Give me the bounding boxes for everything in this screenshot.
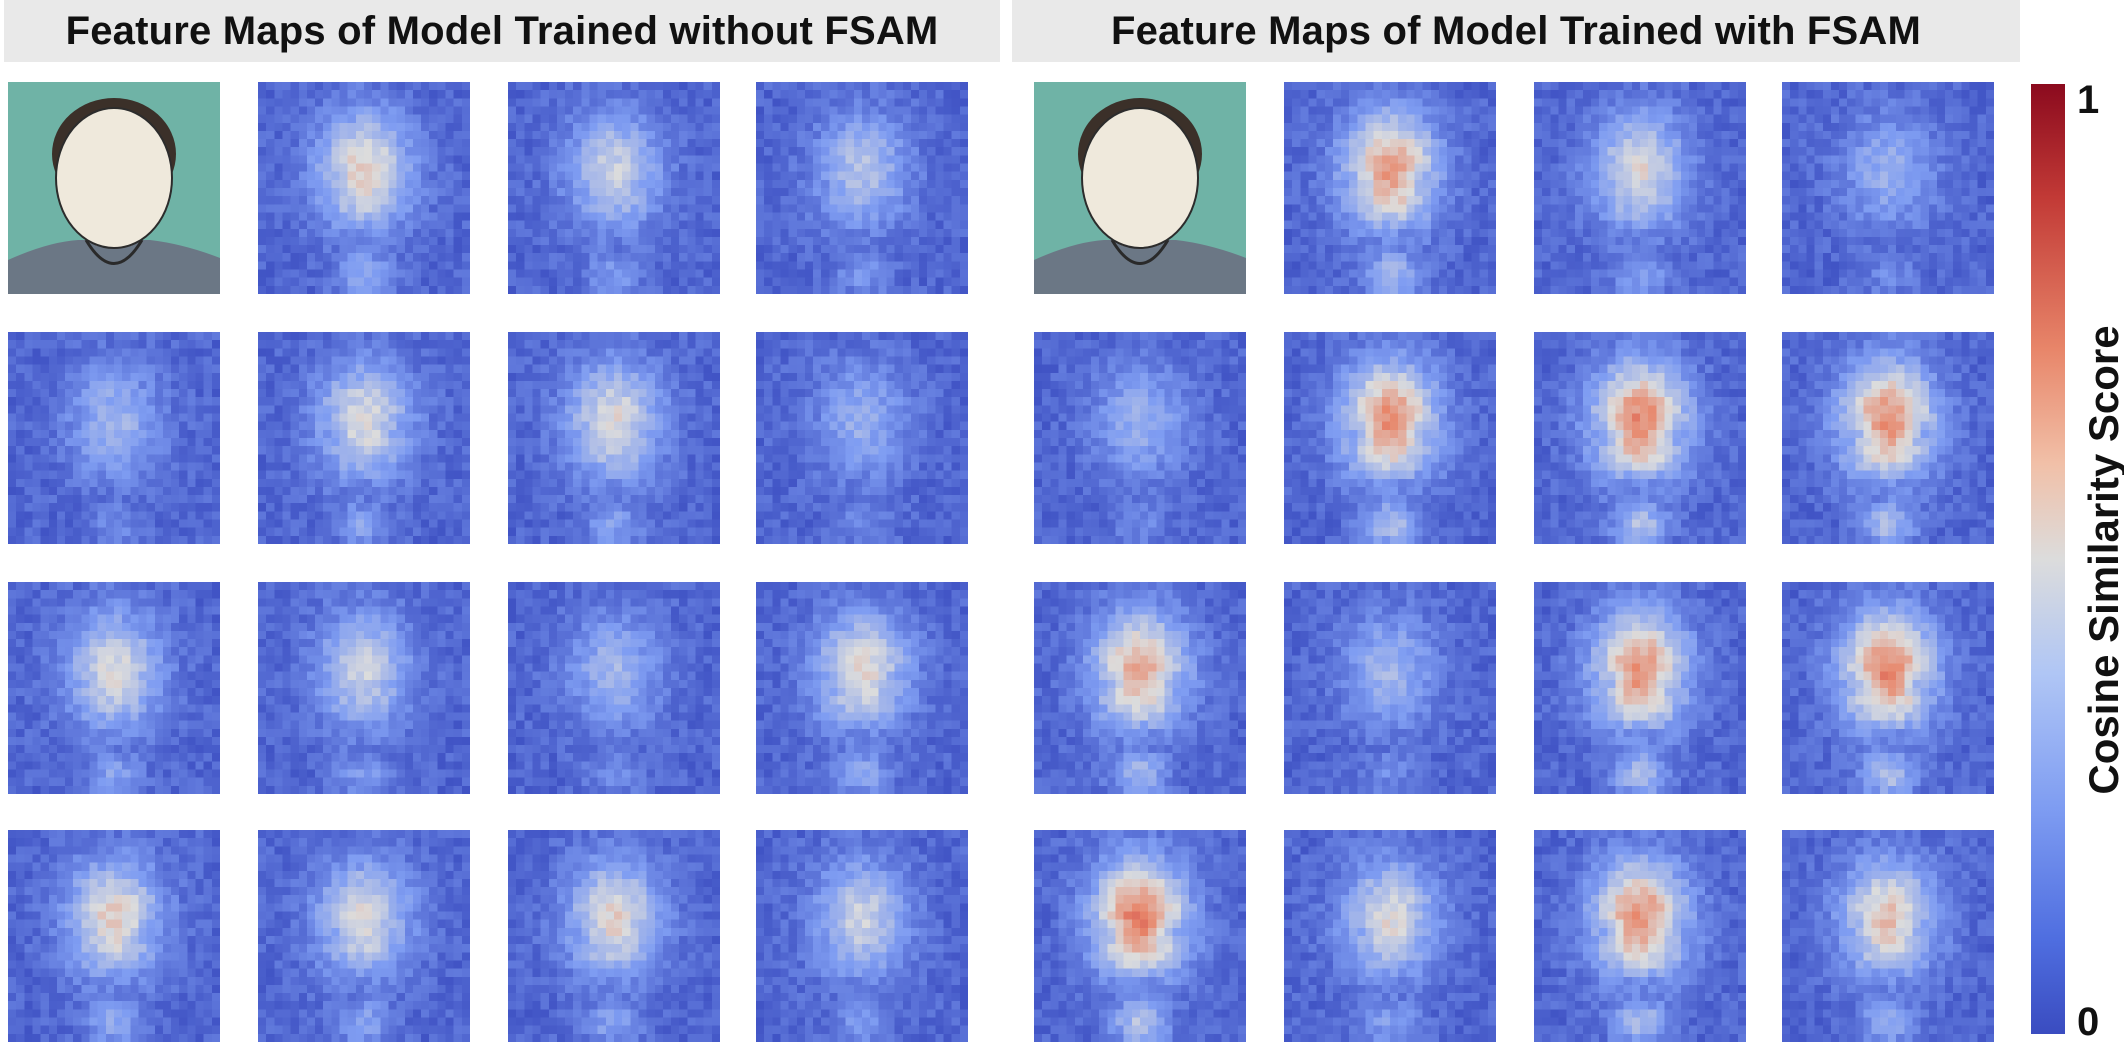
feature-map-canvas [756, 332, 968, 544]
left-feature-map [756, 582, 968, 794]
feature-map-canvas [1534, 82, 1746, 294]
feature-map-canvas [508, 582, 720, 794]
feature-map-canvas [756, 830, 968, 1042]
colorbar-max-label: 1 [2077, 78, 2099, 123]
left-feature-map [258, 332, 470, 544]
right-input-photo [1034, 82, 1246, 294]
feature-map-canvas [1034, 332, 1246, 544]
colorbar-min-label: 0 [2077, 1000, 2099, 1045]
right-feature-map [1284, 582, 1496, 794]
feature-map-canvas [1534, 332, 1746, 544]
feature-map-canvas [258, 582, 470, 794]
right-feature-map [1782, 582, 1994, 794]
feature-map-canvas [1284, 582, 1496, 794]
feature-map-canvas [258, 830, 470, 1042]
left-input-photo [8, 82, 220, 294]
left-feature-map [258, 582, 470, 794]
right-feature-map [1284, 82, 1496, 294]
left-feature-map [8, 830, 220, 1042]
right-feature-map [1034, 582, 1246, 794]
right-panel-title: Feature Maps of Model Trained with FSAM [1012, 0, 2020, 62]
feature-map-canvas [8, 332, 220, 544]
left-feature-map [8, 582, 220, 794]
colorbar-title: Cosine Similarity Score [2080, 325, 2124, 794]
right-feature-map [1534, 332, 1746, 544]
left-feature-map [756, 332, 968, 544]
right-feature-map [1782, 82, 1994, 294]
left-feature-map [508, 332, 720, 544]
feature-map-canvas [1534, 830, 1746, 1042]
feature-map-canvas [756, 82, 968, 294]
feature-map-canvas [258, 332, 470, 544]
colorbar [2031, 84, 2065, 1034]
right-feature-map [1534, 82, 1746, 294]
feature-map-canvas [1782, 582, 1994, 794]
feature-map-canvas [1284, 332, 1496, 544]
feature-map-canvas [1034, 582, 1246, 794]
feature-map-canvas [756, 582, 968, 794]
feature-map-canvas [1782, 332, 1994, 544]
right-feature-map [1782, 830, 1994, 1042]
feature-map-canvas [508, 332, 720, 544]
feature-map-canvas [1782, 830, 1994, 1042]
feature-map-canvas [508, 830, 720, 1042]
left-panel-title: Feature Maps of Model Trained without FS… [4, 0, 1000, 62]
feature-map-canvas [508, 82, 720, 294]
feature-map-canvas [1284, 830, 1496, 1042]
left-feature-map [8, 332, 220, 544]
feature-map-canvas [258, 82, 470, 294]
right-feature-map [1034, 332, 1246, 544]
feature-map-canvas [1034, 830, 1246, 1042]
right-feature-map [1534, 582, 1746, 794]
right-feature-map [1284, 830, 1496, 1042]
feature-map-canvas [1534, 582, 1746, 794]
left-feature-map [756, 82, 968, 294]
left-feature-map [258, 830, 470, 1042]
left-feature-map [508, 82, 720, 294]
left-feature-map [258, 82, 470, 294]
feature-map-canvas [1782, 82, 1994, 294]
left-feature-map [756, 830, 968, 1042]
feature-map-canvas [1284, 82, 1496, 294]
right-feature-map [1284, 332, 1496, 544]
feature-map-canvas [8, 582, 220, 794]
right-feature-map [1534, 830, 1746, 1042]
feature-map-canvas [8, 830, 220, 1042]
right-feature-map [1782, 332, 1994, 544]
left-feature-map [508, 582, 720, 794]
left-feature-map [508, 830, 720, 1042]
right-feature-map [1034, 830, 1246, 1042]
